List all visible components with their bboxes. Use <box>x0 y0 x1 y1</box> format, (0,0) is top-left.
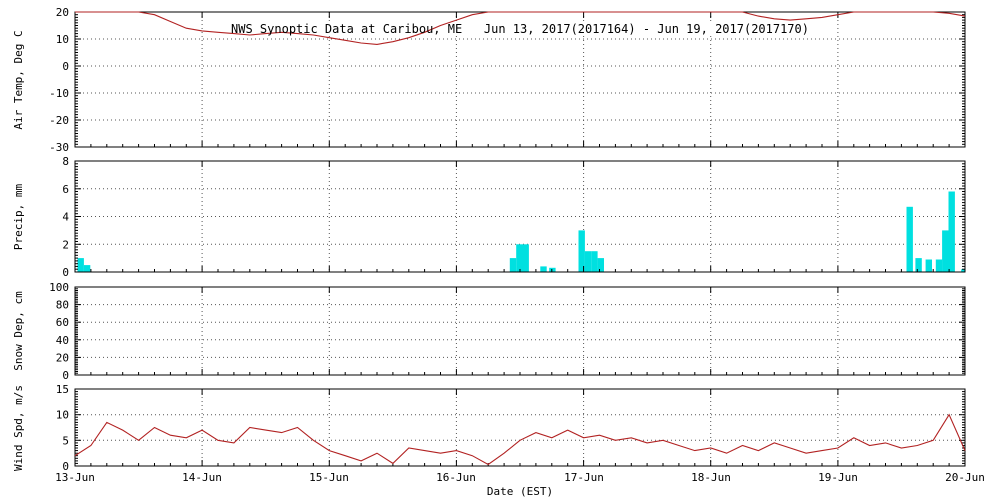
precip-bar <box>516 244 523 273</box>
ylabel-wind-speed: Wind Spd, m/s <box>12 385 25 471</box>
y-tick-label: 0 <box>62 369 69 382</box>
y-tick-label: 20 <box>56 351 69 364</box>
precip-bar <box>906 206 913 272</box>
y-tick-label: 15 <box>56 383 69 396</box>
precip-bar <box>77 258 84 272</box>
y-tick-label: 8 <box>62 155 69 168</box>
y-tick-label: 0 <box>62 460 69 473</box>
title-backing <box>222 21 818 36</box>
y-tick-label: -30 <box>49 141 69 154</box>
y-tick-label: -20 <box>49 114 69 127</box>
panel-frame <box>74 286 966 376</box>
y-tick-label: 0 <box>62 60 69 73</box>
air-temp-line <box>75 11 966 45</box>
precip-bar <box>584 251 592 272</box>
precip-bar <box>961 269 965 272</box>
precip-bar <box>948 191 955 272</box>
precip-bar <box>591 251 598 272</box>
x-tick-label-20jun: 20-Jun <box>945 471 985 484</box>
y-tick-label: 80 <box>56 299 69 312</box>
wind-speed-line <box>74 413 966 466</box>
panel-snow-depth: 0 20 40 60 80 100 <box>49 281 966 382</box>
y-tick-label: 20 <box>56 6 69 19</box>
precip-bar <box>522 244 529 273</box>
x-tick-label-14jun: 14-Jun <box>182 471 222 484</box>
x-tick-label-15jun: 15-Jun <box>309 471 349 484</box>
x-tick-label-19jun: 19-Jun <box>818 471 858 484</box>
precip-bar <box>925 259 932 272</box>
panel-air-temp: -30 -20 -10 0 10 20 <box>49 6 966 154</box>
panel-frame <box>74 388 966 467</box>
precip-bar <box>915 258 922 272</box>
y-tick-label: 100 <box>49 281 69 294</box>
x-tick-label-18jun: 18-Jun <box>691 471 731 484</box>
precip-bar <box>509 258 517 272</box>
x-tick-label-16jun: 16-Jun <box>436 471 476 484</box>
ylabel-precip: Precip, mm <box>12 184 25 251</box>
y-tick-label: 10 <box>56 33 69 46</box>
x-tick-label-17jun: 17-Jun <box>564 471 604 484</box>
precip-bar <box>578 230 585 272</box>
precip-bar <box>83 265 91 272</box>
panel-precip: 0 2 4 6 8 <box>62 155 966 279</box>
y-tick-label: 2 <box>62 238 69 251</box>
y-tick-label: 4 <box>62 211 69 224</box>
y-tick-label: 10 <box>56 409 69 422</box>
y-tick-label: 40 <box>56 334 69 347</box>
precip-bar <box>942 230 949 272</box>
y-tick-label: 0 <box>62 266 69 279</box>
ylabel-snow-depth: Snow Dep, cm <box>12 291 25 371</box>
y-tick-label: -10 <box>49 87 69 100</box>
precip-bar <box>540 266 547 272</box>
chart-title: NWS Synoptic Data at Caribou, ME Jun 13,… <box>231 22 809 36</box>
y-tick-label: 6 <box>62 183 69 196</box>
precip-bar <box>597 258 604 272</box>
y-tick-label: 5 <box>62 434 69 447</box>
panel-wind-speed: 0 5 10 15 <box>56 383 966 473</box>
precip-bar <box>935 259 943 272</box>
x-tick-label-13jun: 13-Jun <box>55 471 95 484</box>
x-axis-title: Date (EST) <box>487 485 553 498</box>
precip-bar <box>549 267 556 272</box>
ylabel-air-temp: Air Temp, Deg C <box>12 30 25 129</box>
y-tick-label: 60 <box>56 316 69 329</box>
